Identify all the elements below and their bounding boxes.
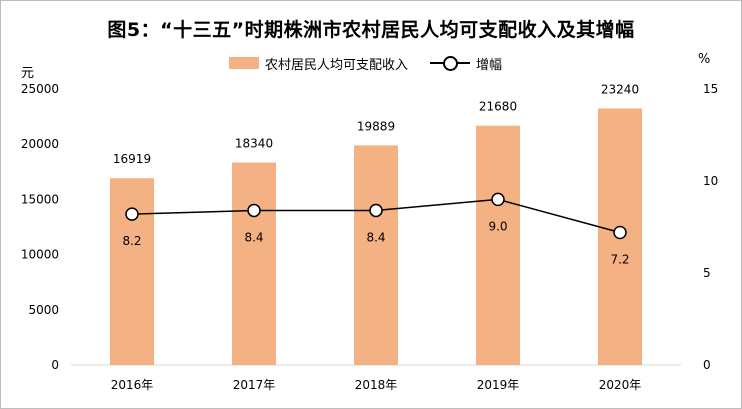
x-axis-tick-label: 2019年	[477, 378, 520, 392]
legend: 农村居民人均可支配收入 增幅	[229, 53, 524, 73]
bar-value-label: 16919	[113, 152, 151, 166]
y-axis-tick-label: 20000	[21, 137, 59, 151]
y2-axis-tick-label: 15	[703, 82, 718, 96]
growth-marker	[491, 192, 505, 207]
bar-value-label: 21680	[479, 100, 517, 114]
bar	[232, 162, 276, 365]
y-axis-unit-label: 元	[21, 66, 34, 81]
y-axis-tick-label: 5000	[28, 303, 59, 317]
growth-value-label: 9.0	[488, 219, 507, 233]
bar	[110, 178, 154, 365]
legend-label-income: 农村居民人均可支配收入	[265, 57, 409, 73]
legend-line-marker	[430, 56, 471, 71]
x-axis-tick-label: 2020年	[599, 378, 642, 392]
bar	[476, 125, 520, 365]
y-axis-tick-label: 15000	[21, 192, 59, 206]
growth-value-label: 8.4	[366, 230, 385, 244]
growth-value-label: 8.2	[122, 234, 141, 248]
bar-value-label: 18340	[235, 137, 273, 151]
y2-axis-tick-label: 10	[703, 174, 718, 188]
y2-axis-tick-label: 5	[703, 266, 711, 280]
y-axis-tick-label: 25000	[21, 82, 59, 96]
growth-marker	[125, 207, 139, 221]
x-axis-tick-label: 2016年	[111, 378, 154, 392]
x-axis-tick-label: 2017年	[233, 378, 276, 392]
growth-marker	[613, 225, 627, 240]
growth-value-label: 8.4	[244, 230, 263, 244]
bar-value-label: 23240	[601, 82, 639, 96]
legend-item-growth: 增幅	[430, 54, 502, 73]
legend-label-growth: 增幅	[476, 57, 503, 73]
growth-value-label: 7.2	[610, 253, 629, 267]
bar-value-label: 19889	[357, 119, 395, 133]
y-axis-tick-label: 0	[51, 358, 59, 372]
legend-swatch-bar	[229, 57, 259, 69]
y-axis-tick-label: 10000	[21, 248, 59, 262]
x-axis-tick-label: 2018年	[355, 378, 398, 392]
legend-item-income: 农村居民人均可支配收入	[229, 54, 408, 73]
y2-axis-unit-label: %	[698, 52, 710, 67]
growth-marker	[247, 203, 261, 218]
growth-marker	[369, 203, 383, 218]
chart-title: 图5：“十三五”时期株洲市农村居民人均可支配收入及其增幅	[107, 19, 635, 41]
y2-axis-tick-label: 0	[703, 358, 711, 372]
bar	[354, 145, 398, 365]
